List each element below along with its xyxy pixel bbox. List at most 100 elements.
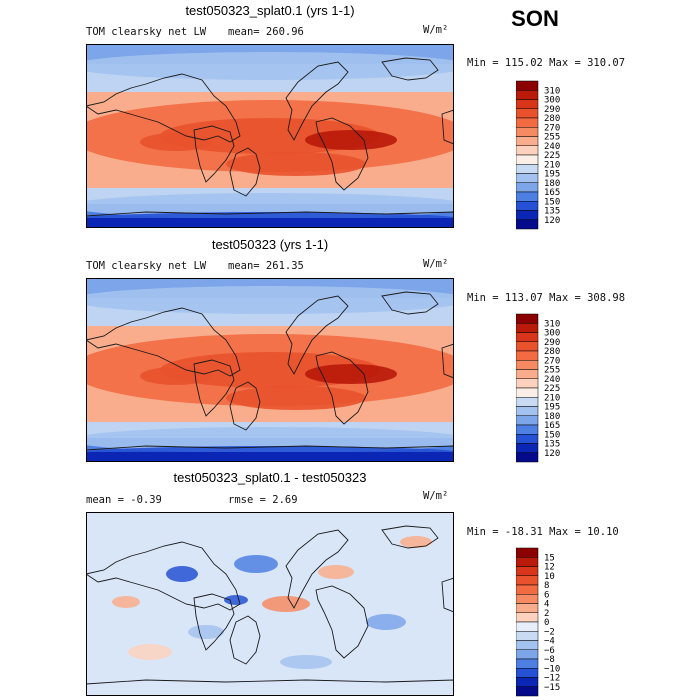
field-contour-2 — [305, 364, 397, 384]
colorbar-tick-label: 15 — [544, 553, 555, 563]
colorbar-tick-label: 135 — [544, 207, 560, 217]
panel-3-rmse-label: rmse = 2.69 — [228, 494, 298, 506]
colorbar-tick-label: 255 — [544, 366, 560, 376]
colorbar-tick-label: 165 — [544, 421, 560, 431]
field-contour-5 — [86, 286, 454, 314]
coastline-1 — [193, 359, 235, 417]
colorbar-tick-label: −12 — [544, 674, 560, 684]
coastline-1 — [193, 125, 235, 183]
panel-2-minmax: Min = 113.07 Max = 308.98 — [467, 292, 626, 304]
colorbar-tick-label: 4 — [544, 600, 549, 610]
colorbar-box-13 — [516, 201, 539, 211]
coastline-4 — [315, 351, 369, 425]
panel-2-mean-label: mean= 261.35 — [228, 260, 304, 272]
colorbar-tick-label: 210 — [544, 393, 560, 403]
colorbar-box-6 — [516, 369, 539, 379]
colorbar-box-12 — [516, 658, 539, 669]
coastline-1 — [193, 593, 235, 651]
colorbar-tick-label: 280 — [544, 114, 560, 124]
difference-anomaly-4 — [366, 614, 406, 630]
difference-anomaly-7 — [400, 536, 432, 548]
colorbar-box-4 — [516, 117, 539, 128]
colorbar-tick-label: 180 — [544, 179, 560, 189]
season-label: SON — [511, 6, 559, 31]
panel-1-mean-label: mean= 260.96 — [228, 26, 304, 38]
coastline-5 — [381, 57, 439, 81]
colorbar-box-3 — [516, 575, 539, 586]
colorbar-tick-label: −8 — [544, 655, 555, 665]
colorbar-tick-label: 195 — [544, 403, 560, 413]
coastline-2 — [229, 615, 261, 665]
colorbar-box-14 — [516, 210, 539, 220]
panel-3-mean-label: mean = -0.39 — [86, 494, 162, 506]
colorbar-box-7 — [516, 612, 539, 623]
colorbar-box-9 — [516, 397, 539, 407]
panel-2-units: W/m² — [423, 258, 449, 270]
colorbar-tick-label: 120 — [544, 449, 560, 459]
colorbar-tick-label: 300 — [544, 329, 560, 339]
colorbar-tick-label: 6 — [544, 590, 549, 600]
colorbar-tick-label: −15 — [544, 683, 560, 693]
colorbar-box-4 — [516, 350, 539, 361]
coastline-6 — [441, 109, 454, 145]
colorbar-tick-label: 310 — [544, 319, 560, 329]
colorbar-box-5 — [516, 127, 539, 137]
colorbar-tick-label: 310 — [544, 86, 560, 96]
colorbar-box-12 — [516, 424, 539, 435]
coastline-6 — [441, 343, 454, 379]
field-contour-3 — [140, 367, 212, 385]
antarctic-minimum — [86, 452, 454, 462]
panel-1-minmax: Min = 115.02 Max = 310.07 — [467, 57, 626, 69]
coastline-2 — [229, 381, 261, 431]
coastline-5 — [381, 291, 439, 315]
colorbar-tick-label: 290 — [544, 338, 560, 348]
colorbar-box-15 — [516, 686, 539, 697]
colorbar-box-9 — [516, 164, 539, 174]
difference-anomaly-5 — [188, 625, 224, 639]
panel-3-units: W/m² — [423, 490, 449, 502]
coastline-3 — [285, 295, 349, 375]
coastline-4 — [315, 585, 369, 659]
colorbar-box-2 — [516, 332, 539, 342]
coastline-7 — [86, 211, 454, 228]
colorbar-box-8 — [516, 621, 539, 632]
colorbar-box-8 — [516, 154, 539, 165]
colorbar-box-7 — [516, 378, 539, 389]
colorbar-tick-label: 195 — [544, 170, 560, 180]
colorbar-box-0 — [516, 80, 539, 91]
difference-anomaly-6 — [128, 644, 172, 660]
colorbar-box-10 — [516, 406, 539, 416]
colorbar-box-1 — [516, 557, 539, 567]
coastline-2 — [229, 147, 261, 197]
coastline-4 — [315, 117, 369, 191]
colorbar-tick-label: 240 — [544, 375, 560, 385]
colorbar-tick-label: 135 — [544, 440, 560, 450]
panel-3-title: test050323_splat0.1 - test050323 — [173, 470, 367, 485]
colorbar-box-15 — [516, 452, 539, 463]
colorbar-box-5 — [516, 360, 539, 370]
panel-1-colorbar: 3103002902802702552402252101951801651501… — [516, 80, 560, 230]
colorbar-tick-label: 120 — [544, 216, 560, 226]
colorbar-box-13 — [516, 434, 539, 444]
difference-anomaly-9 — [112, 596, 140, 608]
colorbar-box-3 — [516, 108, 539, 119]
difference-anomaly-1 — [234, 555, 278, 573]
coastline-3 — [285, 61, 349, 141]
colorbar-box-11 — [516, 649, 539, 660]
difference-anomaly-2 — [318, 565, 354, 579]
colorbar-tick-label: 225 — [544, 384, 560, 394]
colorbar-tick-label: 8 — [544, 581, 549, 591]
colorbar-box-2 — [516, 99, 539, 109]
colorbar-box-11 — [516, 415, 539, 426]
coastline-7 — [86, 445, 454, 462]
colorbar-tick-label: 290 — [544, 105, 560, 115]
colorbar-box-1 — [516, 90, 539, 100]
colorbar-box-2 — [516, 566, 539, 576]
colorbar-box-9 — [516, 631, 539, 641]
panel-1-variable-label: TOM clearsky net LW — [86, 26, 207, 38]
colorbar-tick-label: 270 — [544, 123, 560, 133]
colorbar-tick-label: 300 — [544, 96, 560, 106]
colorbar-tick-label: 240 — [544, 142, 560, 152]
colorbar-tick-label: −6 — [544, 646, 555, 656]
map-frame — [86, 44, 454, 228]
